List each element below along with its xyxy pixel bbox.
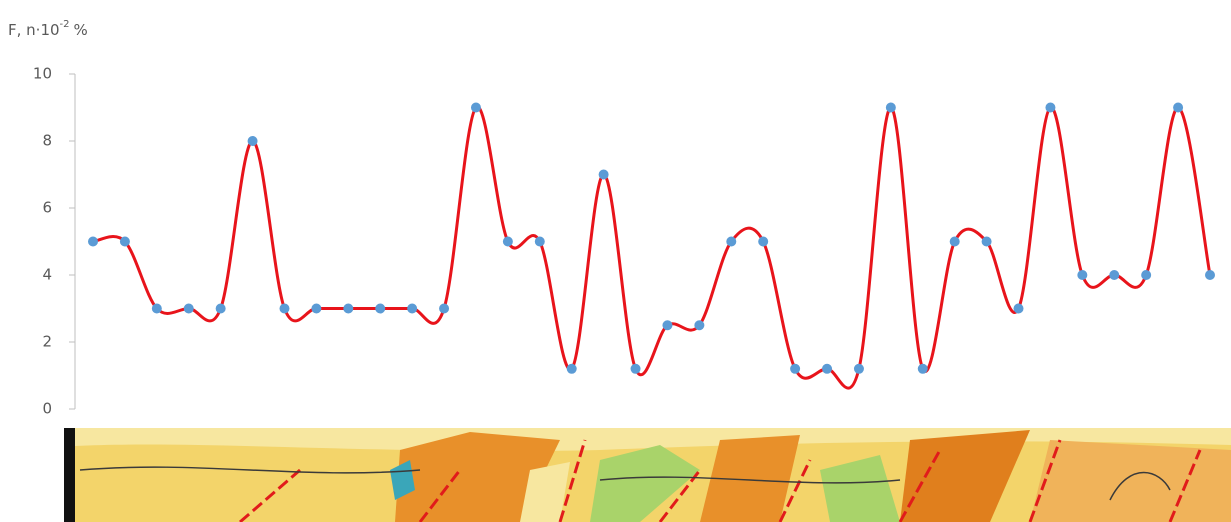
data-point [151,303,162,314]
y-tick-label: 2 [42,333,52,351]
data-point [502,236,513,247]
data-point [343,303,354,314]
data-point [470,102,481,113]
data-point [598,169,609,180]
data-point [1109,270,1120,280]
y-tick-label: 6 [42,199,52,217]
contour-lines [79,466,1171,501]
y-tick-label: 4 [42,266,52,284]
data-line [92,105,1212,390]
y-tick-label: 8 [42,132,52,150]
data-point [1045,102,1056,113]
y-axis-label-sup: -2 [60,19,70,30]
data-point [279,303,290,314]
data-point [183,303,194,314]
data-point [1013,303,1024,314]
data-point [758,236,769,247]
data-point [88,236,98,247]
data-point [311,303,322,314]
data-point [119,236,130,247]
top-layer [75,428,1231,452]
data-point [247,136,258,146]
data-point [566,363,577,374]
section-border [64,428,75,522]
y-axis-label: F, n·10-2% [8,19,88,39]
y-tick-label: 0 [42,400,52,418]
data-point [981,236,992,247]
data-point [534,236,545,247]
data-point [662,320,673,331]
data-point [885,102,896,113]
y-tick-label: 10 [33,65,52,83]
data-point [917,363,928,374]
orange-layer [700,435,800,522]
data-point [822,363,833,374]
data-point [1173,102,1184,113]
data-point [790,363,801,374]
data-point [215,303,226,314]
blue-lens [390,460,415,500]
data-point [853,363,864,374]
data-point [1205,270,1215,280]
y-axis-label-unit: % [74,21,88,39]
data-point [726,236,737,247]
data-point [1077,270,1088,280]
data-point [1141,270,1152,280]
orange-layer [900,430,1030,522]
y-axis-label-base: F, n·10 [8,21,60,39]
pale-layer [520,462,570,522]
fault-lines [239,439,1202,522]
green-layer [820,455,900,522]
orange-layer [1030,440,1231,522]
data-point [630,363,641,374]
data-point [375,303,386,314]
geologic-section [64,428,1231,522]
data-point [949,236,960,247]
data-point [439,303,450,314]
data-point [694,320,705,331]
green-layer [590,445,700,522]
data-point [407,303,418,314]
